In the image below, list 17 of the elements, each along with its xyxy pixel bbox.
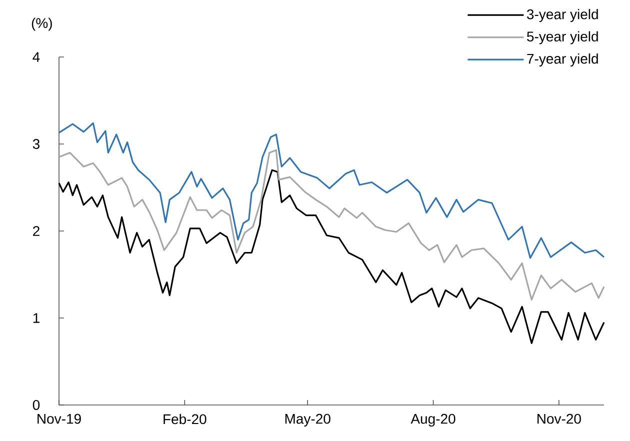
y-tick-label: 2: [33, 226, 40, 236]
legend-label: 3-year yield: [526, 8, 598, 22]
x-tick-label: Aug-20: [410, 414, 456, 427]
x-tick-label: Nov-19: [38, 414, 81, 424]
y-tick-label: 0: [32, 400, 40, 410]
legend-label: 7-year yield: [527, 53, 598, 66]
line-series: [58, 122, 605, 259]
y-tick-label: 4: [32, 52, 40, 62]
x-tick-label: May-20: [285, 414, 330, 427]
line-series: [58, 169, 605, 344]
y-axis-title: (%): [32, 18, 52, 31]
y-tick-label: 1: [33, 313, 40, 323]
x-tick-label: Feb-20: [164, 414, 206, 424]
legend-label: 5-year yield: [527, 31, 598, 44]
x-tick-label: Nov-20: [538, 414, 581, 424]
y-tick-label: 3: [32, 139, 40, 149]
line-series: [58, 149, 605, 301]
